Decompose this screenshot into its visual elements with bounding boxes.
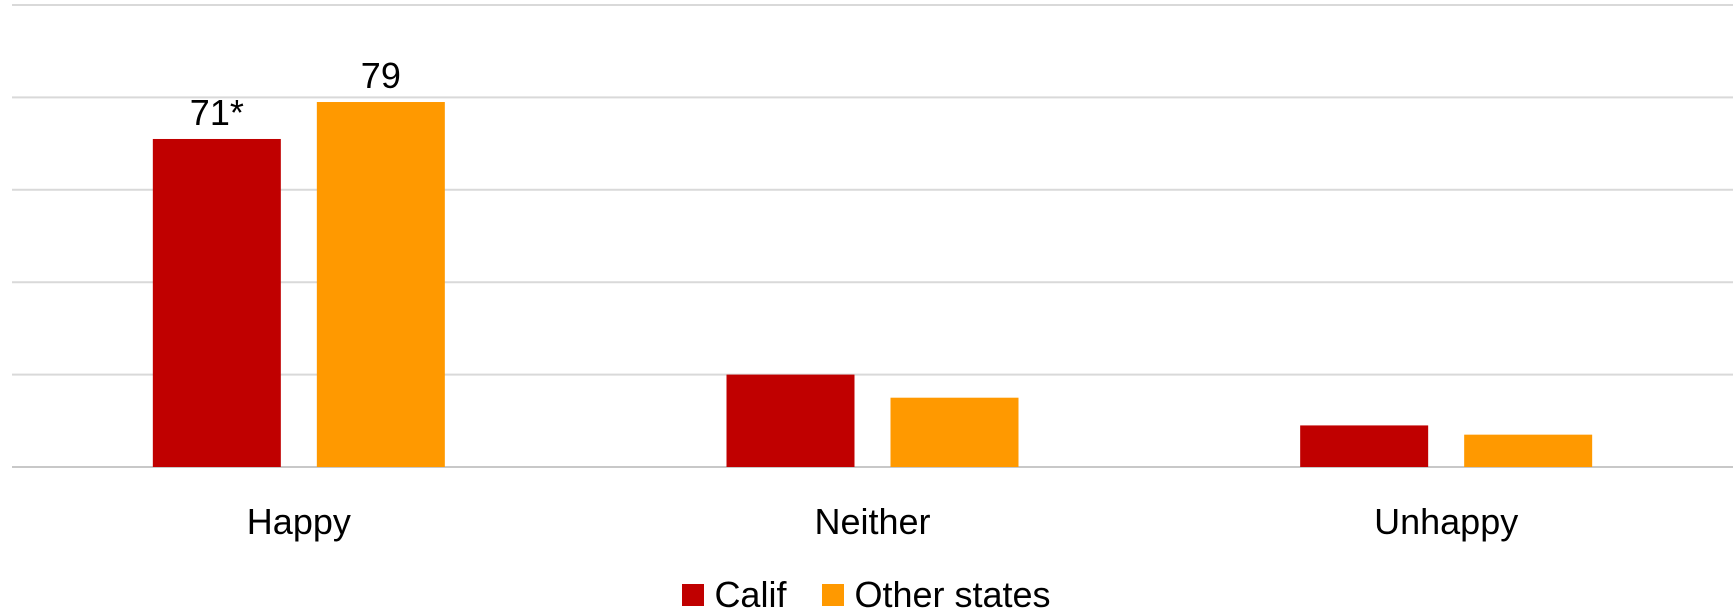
bar-other-states-unhappy [1464, 434, 1593, 467]
legend: Calif Other states [0, 576, 1733, 614]
bar-calif-unhappy [1300, 425, 1429, 467]
bar-calif-happy [152, 138, 281, 468]
data-label: 71* [190, 92, 244, 133]
legend-item-calif: Calif [682, 576, 786, 614]
legend-label-other-states: Other states [854, 574, 1051, 615]
data-label: 79 [361, 55, 401, 96]
legend-item-other-states: Other states [822, 574, 1051, 615]
legend-label-calif: Calif [714, 574, 787, 615]
bar-other-states-happy [316, 102, 445, 468]
legend-swatch-calif [682, 584, 705, 606]
legend-swatch-other-states [822, 584, 845, 606]
x-tick-label: Happy [247, 501, 351, 542]
bar-other-states-neither [890, 397, 1019, 467]
bar-calif-neither [726, 374, 855, 467]
x-tick-label: Neither [814, 501, 930, 542]
x-tick-label: Unhappy [1374, 501, 1518, 542]
